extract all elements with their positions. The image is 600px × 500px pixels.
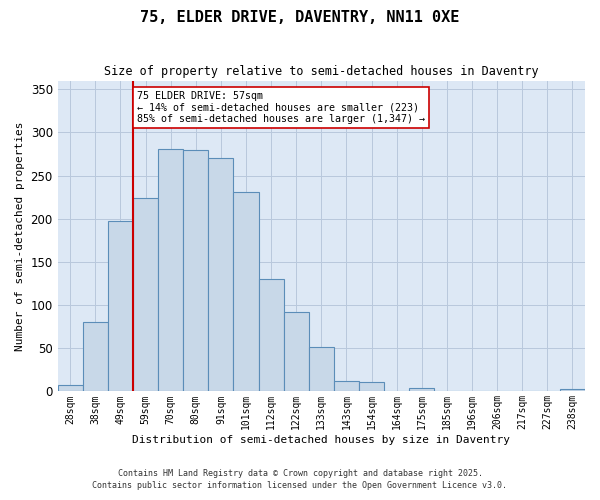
X-axis label: Distribution of semi-detached houses by size in Daventry: Distribution of semi-detached houses by … xyxy=(133,435,511,445)
Bar xyxy=(83,322,108,392)
Bar xyxy=(183,150,208,392)
Bar xyxy=(334,381,359,392)
Y-axis label: Number of semi-detached properties: Number of semi-detached properties xyxy=(15,121,25,350)
Bar xyxy=(309,346,334,392)
Text: Contains HM Land Registry data © Crown copyright and database right 2025.
Contai: Contains HM Land Registry data © Crown c… xyxy=(92,468,508,490)
Text: 75 ELDER DRIVE: 57sqm
← 14% of semi-detached houses are smaller (223)
85% of sem: 75 ELDER DRIVE: 57sqm ← 14% of semi-deta… xyxy=(137,91,425,124)
Bar xyxy=(259,279,284,392)
Bar xyxy=(133,198,158,392)
Bar xyxy=(208,158,233,392)
Bar xyxy=(560,389,585,392)
Bar xyxy=(409,388,434,392)
Text: 75, ELDER DRIVE, DAVENTRY, NN11 0XE: 75, ELDER DRIVE, DAVENTRY, NN11 0XE xyxy=(140,10,460,25)
Bar xyxy=(158,149,183,392)
Bar xyxy=(359,382,384,392)
Bar xyxy=(284,312,309,392)
Bar xyxy=(460,390,485,392)
Bar xyxy=(233,192,259,392)
Title: Size of property relative to semi-detached houses in Daventry: Size of property relative to semi-detach… xyxy=(104,65,539,78)
Bar xyxy=(58,384,83,392)
Bar xyxy=(108,222,133,392)
